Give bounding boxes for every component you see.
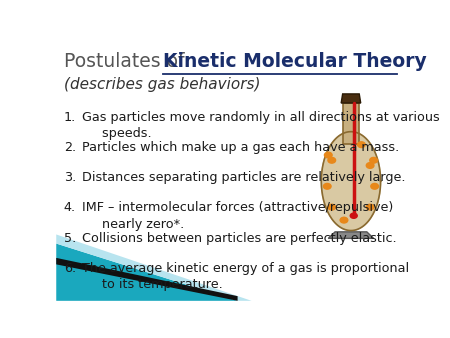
Circle shape [370,158,378,163]
Text: (describes gas behaviors): (describes gas behaviors) [64,77,261,92]
Circle shape [366,204,374,210]
Circle shape [328,158,336,163]
Circle shape [324,152,332,158]
Circle shape [328,204,336,210]
Text: 4.: 4. [64,201,76,214]
Circle shape [371,184,378,189]
Text: 2.: 2. [64,141,76,154]
Text: 6.: 6. [64,262,76,275]
Polygon shape [56,244,238,301]
Circle shape [340,217,348,223]
Polygon shape [328,232,374,238]
Polygon shape [343,103,359,144]
Circle shape [366,163,374,168]
Circle shape [358,142,365,147]
Text: Kinetic Molecular Theory: Kinetic Molecular Theory [162,52,426,71]
Text: The average kinetic energy of a gas is proportional
     to its temperature.: The average kinetic energy of a gas is p… [82,262,410,291]
Polygon shape [341,94,361,103]
Polygon shape [321,132,381,231]
Text: 5.: 5. [64,232,76,245]
Text: 1.: 1. [64,111,76,124]
Text: 3.: 3. [64,171,76,184]
Circle shape [350,213,357,218]
Text: IMF – intermolecular forces (attractive/repulsive)
     nearly zero*.: IMF – intermolecular forces (attractive/… [82,201,394,231]
Text: Postulates of: Postulates of [64,52,190,71]
Text: Distances separating particles are relatively large.: Distances separating particles are relat… [82,171,406,184]
Text: Gas particles move randomly in all directions at various
     speeds.: Gas particles move randomly in all direc… [82,111,440,140]
Text: Collisions between particles are perfectly elastic.: Collisions between particles are perfect… [82,232,397,245]
Polygon shape [56,258,238,301]
Polygon shape [56,235,252,301]
Circle shape [324,184,331,189]
Text: Particles which make up a gas each have a mass.: Particles which make up a gas each have … [82,141,400,154]
